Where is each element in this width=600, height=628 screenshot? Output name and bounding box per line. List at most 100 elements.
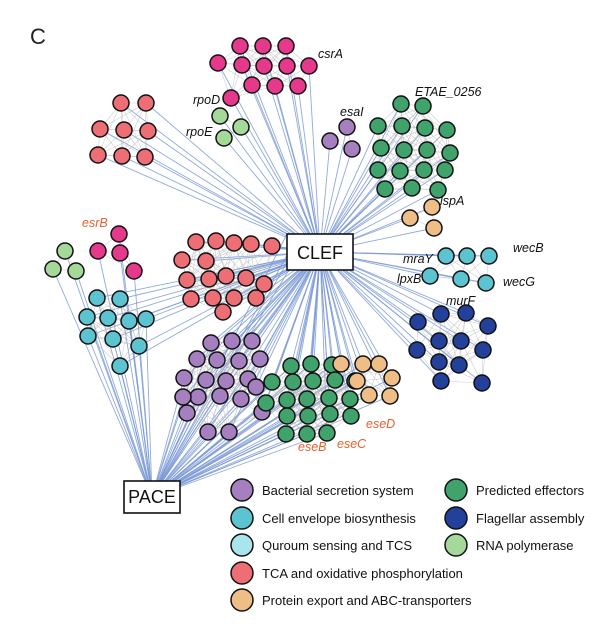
gene-node-secretion-bottom-3 bbox=[188, 350, 206, 368]
gene-node-tca-center-9 bbox=[182, 290, 200, 308]
gene-node-tca-top-left-4 bbox=[139, 122, 157, 140]
gene-node-effectors-bottom-11 bbox=[341, 390, 359, 408]
legend-swatch bbox=[230, 561, 254, 585]
legend-label: RNA polymerase bbox=[476, 538, 574, 553]
legend-item: RNA polymerase bbox=[444, 533, 574, 557]
gene-label-wecG: wecG bbox=[503, 275, 535, 289]
gene-node-pink-top-10 bbox=[289, 77, 307, 95]
gene-node-envelope-right-1 bbox=[458, 247, 476, 265]
legend-item: TCA and oxidative phosphorylation bbox=[230, 561, 463, 585]
gene-node-effectors-top-14 bbox=[376, 180, 394, 198]
gene-node-effectors-top-16 bbox=[429, 181, 447, 199]
gene-node-tca-center-8 bbox=[200, 270, 218, 288]
gene-node-export-right-2 bbox=[425, 219, 443, 237]
gene-node-flagellar-right-11 bbox=[432, 372, 450, 390]
gene-node-tca-top-left-5 bbox=[89, 146, 107, 164]
gene-node-secretion-bottom-5 bbox=[230, 352, 248, 370]
gene-node-rna-top-2 bbox=[215, 129, 233, 147]
gene-node-pink-top-1 bbox=[254, 37, 272, 55]
gene-node-flagellar-right-8 bbox=[430, 353, 448, 371]
legend-swatch bbox=[444, 478, 468, 502]
legend-label: Bacterial secretion system bbox=[262, 483, 414, 498]
gene-node-tca-top-left-1 bbox=[137, 94, 155, 112]
gene-node-rna-left-0 bbox=[56, 242, 74, 260]
gene-label-esaI: esaI bbox=[340, 105, 364, 119]
gene-node-tca-top-left-7 bbox=[136, 148, 154, 166]
gene-node-effectors-bottom-17 bbox=[277, 425, 295, 443]
gene-node-export-bottom-1 bbox=[354, 355, 372, 373]
gene-node-secretion-bottom-4 bbox=[208, 351, 226, 369]
gene-node-envelope-left-6 bbox=[79, 327, 97, 345]
gene-node-effectors-top-4 bbox=[416, 119, 434, 137]
legend-swatch bbox=[230, 478, 254, 502]
gene-node-rna-top-1 bbox=[232, 118, 250, 136]
gene-node-effectors-top-1 bbox=[414, 97, 432, 115]
gene-label-murF: murF bbox=[446, 294, 477, 308]
gene-node-effectors-top-12 bbox=[415, 161, 433, 179]
gene-node-effectors-bottom-15 bbox=[321, 405, 339, 423]
gene-node-tca-center-2 bbox=[225, 234, 243, 252]
legend-label: Predicted effectors bbox=[476, 483, 585, 498]
gene-node-envelope-left-1 bbox=[111, 290, 129, 308]
legend-label: Flagellar assembly bbox=[476, 511, 585, 526]
pace-hub: PACE bbox=[123, 480, 181, 514]
gene-node-envelope-left-4 bbox=[120, 312, 138, 330]
gene-node-flagellar-right-10 bbox=[473, 374, 491, 392]
gene-node-flagellar-right-3 bbox=[479, 317, 497, 335]
gene-node-pink-top-2 bbox=[277, 37, 295, 55]
gene-node-effectors-bottom-18 bbox=[298, 425, 316, 443]
legend-swatch bbox=[444, 533, 468, 557]
gene-node-envelope-right-0 bbox=[437, 247, 455, 265]
gene-node-pink-top-11 bbox=[222, 89, 240, 107]
gene-node-secretion-bottom-9 bbox=[217, 372, 235, 390]
gene-node-tca-center-1 bbox=[207, 232, 225, 250]
gene-node-pink-top-4 bbox=[233, 56, 251, 74]
gene-node-secretion-bottom-19 bbox=[174, 388, 192, 406]
gene-label-rpoD: rpoD bbox=[193, 93, 220, 107]
gene-node-secretion-bottom-16 bbox=[199, 423, 217, 441]
gene-node-pink-top-6 bbox=[278, 57, 296, 75]
gene-node-rna-left-2 bbox=[67, 262, 85, 280]
gene-node-secretion-bottom-0 bbox=[202, 334, 220, 352]
gene-label-eseB: eseB bbox=[298, 440, 327, 454]
gene-node-export-right-1 bbox=[401, 209, 419, 227]
gene-node-tca-top-left-2 bbox=[91, 120, 109, 138]
gene-node-effectors-top-15 bbox=[403, 179, 421, 197]
gene-label-esrB: esrB bbox=[82, 216, 108, 230]
gene-node-effectors-bottom-8 bbox=[278, 391, 296, 409]
gene-node-flagellar-right-0 bbox=[432, 305, 450, 323]
gene-node-pink-top-5 bbox=[255, 57, 273, 75]
gene-node-pink-top-3 bbox=[209, 54, 227, 72]
gene-node-tca-top-left-3 bbox=[115, 121, 133, 139]
gene-node-effectors-bottom-16 bbox=[342, 407, 360, 425]
gene-node-tca-center-14 bbox=[242, 235, 260, 253]
gene-node-effectors-bottom-10 bbox=[320, 389, 338, 407]
gene-node-effectors-bottom-9 bbox=[298, 390, 316, 408]
gene-labels: csrA rpoD rpoE esaI ETAE_0256 lspA esrB mraY wec… bbox=[82, 47, 544, 454]
gene-node-flagellar-right-6 bbox=[408, 341, 426, 359]
legend-item: Quroum sensing and TCS bbox=[230, 533, 412, 557]
gene-node-export-right-0 bbox=[423, 198, 441, 216]
legend: Bacterial secretion system Cell envelope … bbox=[230, 478, 585, 612]
gene-node-secretion-bottom-17 bbox=[220, 423, 238, 441]
gene-node-envelope-left-8 bbox=[130, 337, 148, 355]
gene-node-effectors-top-3 bbox=[393, 117, 411, 135]
gene-label-rpoE: rpoE bbox=[186, 125, 213, 139]
gene-node-effectors-top-9 bbox=[441, 144, 459, 162]
gene-node-rna-left-1 bbox=[44, 260, 62, 278]
gene-node-tca-center-11 bbox=[225, 289, 243, 307]
gene-node-effectors-bottom-6 bbox=[326, 371, 344, 389]
legend-item: Bacterial secretion system bbox=[230, 478, 414, 502]
gene-node-tca-center-13 bbox=[255, 275, 273, 293]
gene-node-envelope-left-5 bbox=[137, 310, 155, 328]
gene-node-pink-left-3 bbox=[125, 262, 143, 280]
gene-label-csrA: csrA bbox=[318, 47, 343, 61]
clef-hub: CLEF bbox=[286, 233, 354, 271]
gene-node-pink-left-1 bbox=[89, 242, 107, 260]
gene-node-secretion-top-0 bbox=[338, 118, 356, 136]
gene-node-effectors-bottom-14 bbox=[299, 407, 317, 425]
legend-item: Predicted effectors bbox=[444, 478, 585, 502]
gene-node-envelope-left-7 bbox=[104, 330, 122, 348]
gene-node-effectors-top-6 bbox=[372, 139, 390, 157]
gene-label-lspA: lspA bbox=[440, 194, 464, 208]
